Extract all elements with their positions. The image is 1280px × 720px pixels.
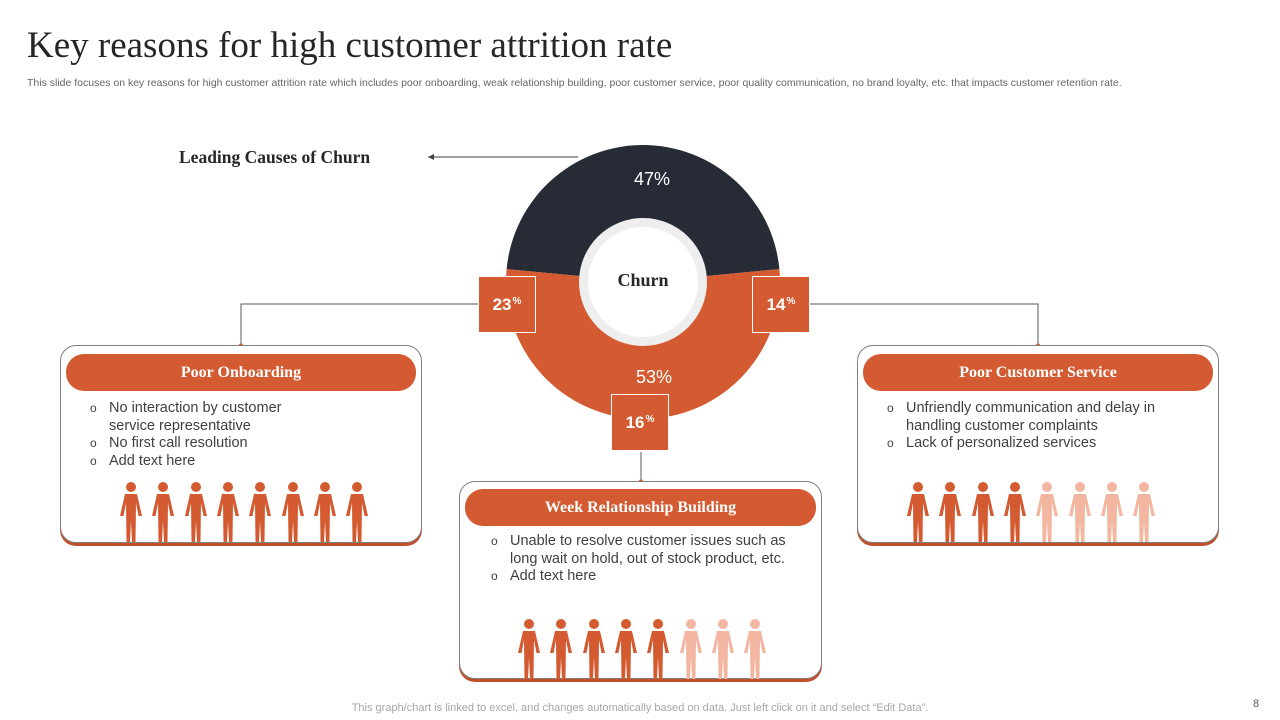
person-icon — [281, 482, 304, 542]
percent-box-poor-onboarding: 23% — [478, 276, 536, 333]
slide-subtitle: This slide focuses on key reasons for hi… — [27, 77, 1122, 89]
bullet-item: No first call resolution — [90, 435, 330, 453]
card-poor-customer-service: Poor Customer Service Unfriendly communi… — [857, 345, 1219, 543]
churn-donut — [506, 145, 780, 420]
people-row — [118, 481, 378, 543]
person-icon — [614, 619, 637, 679]
bullet-item: Add text here — [491, 568, 806, 586]
card-poor-onboarding: Poor Onboarding No interaction by custom… — [60, 345, 422, 543]
card-title: Poor Customer Service — [863, 354, 1213, 391]
person-icon — [971, 482, 994, 542]
connector-right — [810, 303, 1039, 346]
connector-left — [240, 303, 478, 346]
person-icon — [313, 482, 336, 542]
percent-box-week-relationship: 16% — [611, 394, 669, 451]
people-row — [516, 618, 776, 680]
percent-sign: % — [645, 414, 655, 425]
person-icon — [120, 482, 142, 542]
card-title: Poor Onboarding — [66, 354, 416, 391]
person-icon — [1003, 482, 1026, 542]
person-icon — [184, 482, 207, 542]
person-icon — [216, 482, 239, 542]
person-icon — [518, 619, 540, 679]
person-icon — [550, 619, 573, 679]
person-icon — [1133, 482, 1156, 542]
person-icon — [939, 482, 962, 542]
bullet-list: Unfriendly communication and delay in ha… — [887, 400, 1187, 453]
person-icon — [1036, 482, 1059, 542]
slide-title: Key reasons for high customer attrition … — [27, 25, 673, 66]
person-icon — [152, 482, 175, 542]
person-icon — [711, 619, 734, 679]
percent-value: 14 — [766, 294, 786, 314]
bullet-list: No interaction by customer service repre… — [90, 400, 330, 470]
percent-box-poor-customer-service: 14% — [752, 276, 810, 333]
person-icon — [647, 619, 670, 679]
percent-sign: % — [786, 296, 796, 307]
card-week-relationship-building: Week Relationship Building Unable to res… — [459, 481, 822, 679]
percent-value: 23 — [492, 294, 512, 314]
person-icon — [582, 619, 605, 679]
donut-segment-47 — [506, 145, 780, 277]
donut-top-value: 47% — [633, 169, 671, 189]
person-icon — [1068, 482, 1091, 542]
page-number: 8 — [1253, 698, 1260, 710]
person-icon — [346, 482, 369, 542]
bullet-item: Add text here — [90, 453, 330, 471]
bullet-list: Unable to resolve customer issues such a… — [491, 533, 806, 586]
donut-center-label: Churn — [617, 270, 669, 290]
person-icon — [1100, 482, 1123, 542]
donut-hole — [588, 227, 698, 337]
person-icon — [907, 482, 929, 542]
donut-bottom-value: 53% — [635, 367, 673, 387]
percent-value: 16 — [625, 412, 645, 432]
footer-note: This graph/chart is linked to excel, and… — [351, 702, 929, 714]
bullet-item: No interaction by customer service repre… — [90, 400, 330, 435]
card-title: Week Relationship Building — [465, 489, 816, 526]
bullet-item: Unfriendly communication and delay in ha… — [887, 400, 1187, 435]
people-row — [905, 481, 1165, 543]
bullet-item: Unable to resolve customer issues such a… — [491, 533, 806, 568]
person-icon — [679, 619, 702, 679]
person-icon — [249, 482, 272, 542]
leading-causes-label: Leading Causes of Churn — [179, 147, 371, 167]
person-icon — [744, 619, 767, 679]
bullet-item: Lack of personalized services — [887, 435, 1187, 453]
percent-sign: % — [512, 296, 522, 307]
